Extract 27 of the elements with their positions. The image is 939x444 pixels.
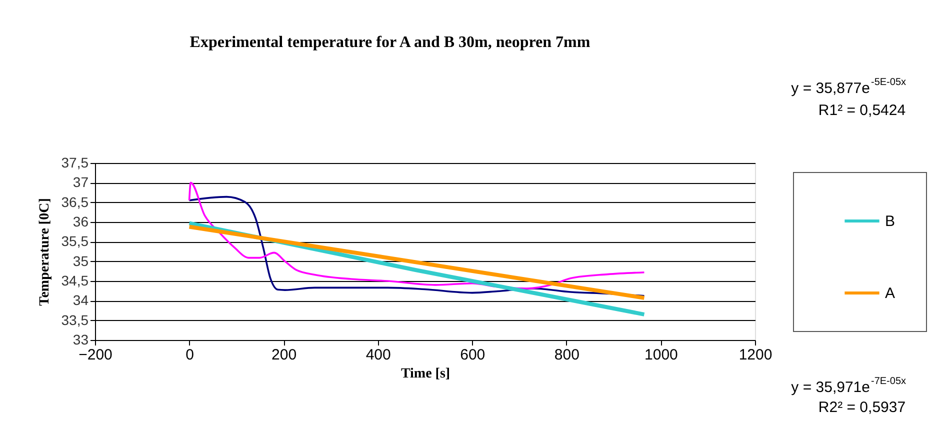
y-tick-label: 36	[72, 214, 89, 230]
x-axis-title: Time [s]	[400, 366, 450, 382]
y-tick-label: 36,5	[61, 194, 89, 210]
text: R2² = 0,5937	[818, 399, 906, 416]
text: R1² = 0,5424	[818, 102, 906, 119]
legend-label: A	[885, 285, 896, 302]
y-tick-label: 34	[72, 292, 89, 308]
y-axis-title: Temperature [0C]	[37, 198, 52, 306]
chart-title: Experimental temperature for A and B 30m, neopren 7mm	[190, 34, 591, 51]
x-tick-label: 200	[272, 346, 297, 364]
y-tick-label: 35	[72, 252, 89, 269]
y-tick-label: 37	[72, 174, 89, 190]
x-tick-label: 1200	[738, 346, 772, 364]
y-tick-label: 33	[72, 332, 89, 348]
y-tick-label: 33,5	[61, 312, 89, 328]
x-tick-label: 1000	[644, 346, 678, 364]
y-tick-label: 34,5	[61, 272, 89, 288]
legend-label: B	[885, 213, 896, 230]
x-tick-label: 800	[554, 346, 580, 364]
x-tick-label: 600	[460, 346, 486, 364]
line-series	[188, 196, 646, 297]
line-series	[188, 182, 646, 290]
x-tick-label: −200	[78, 346, 112, 364]
x-tick-label: 400	[366, 346, 391, 364]
y-tick-label: 35,5	[61, 233, 89, 250]
x-tick-label: 0	[186, 346, 194, 364]
y-tick-label: 37,5	[61, 154, 89, 170]
